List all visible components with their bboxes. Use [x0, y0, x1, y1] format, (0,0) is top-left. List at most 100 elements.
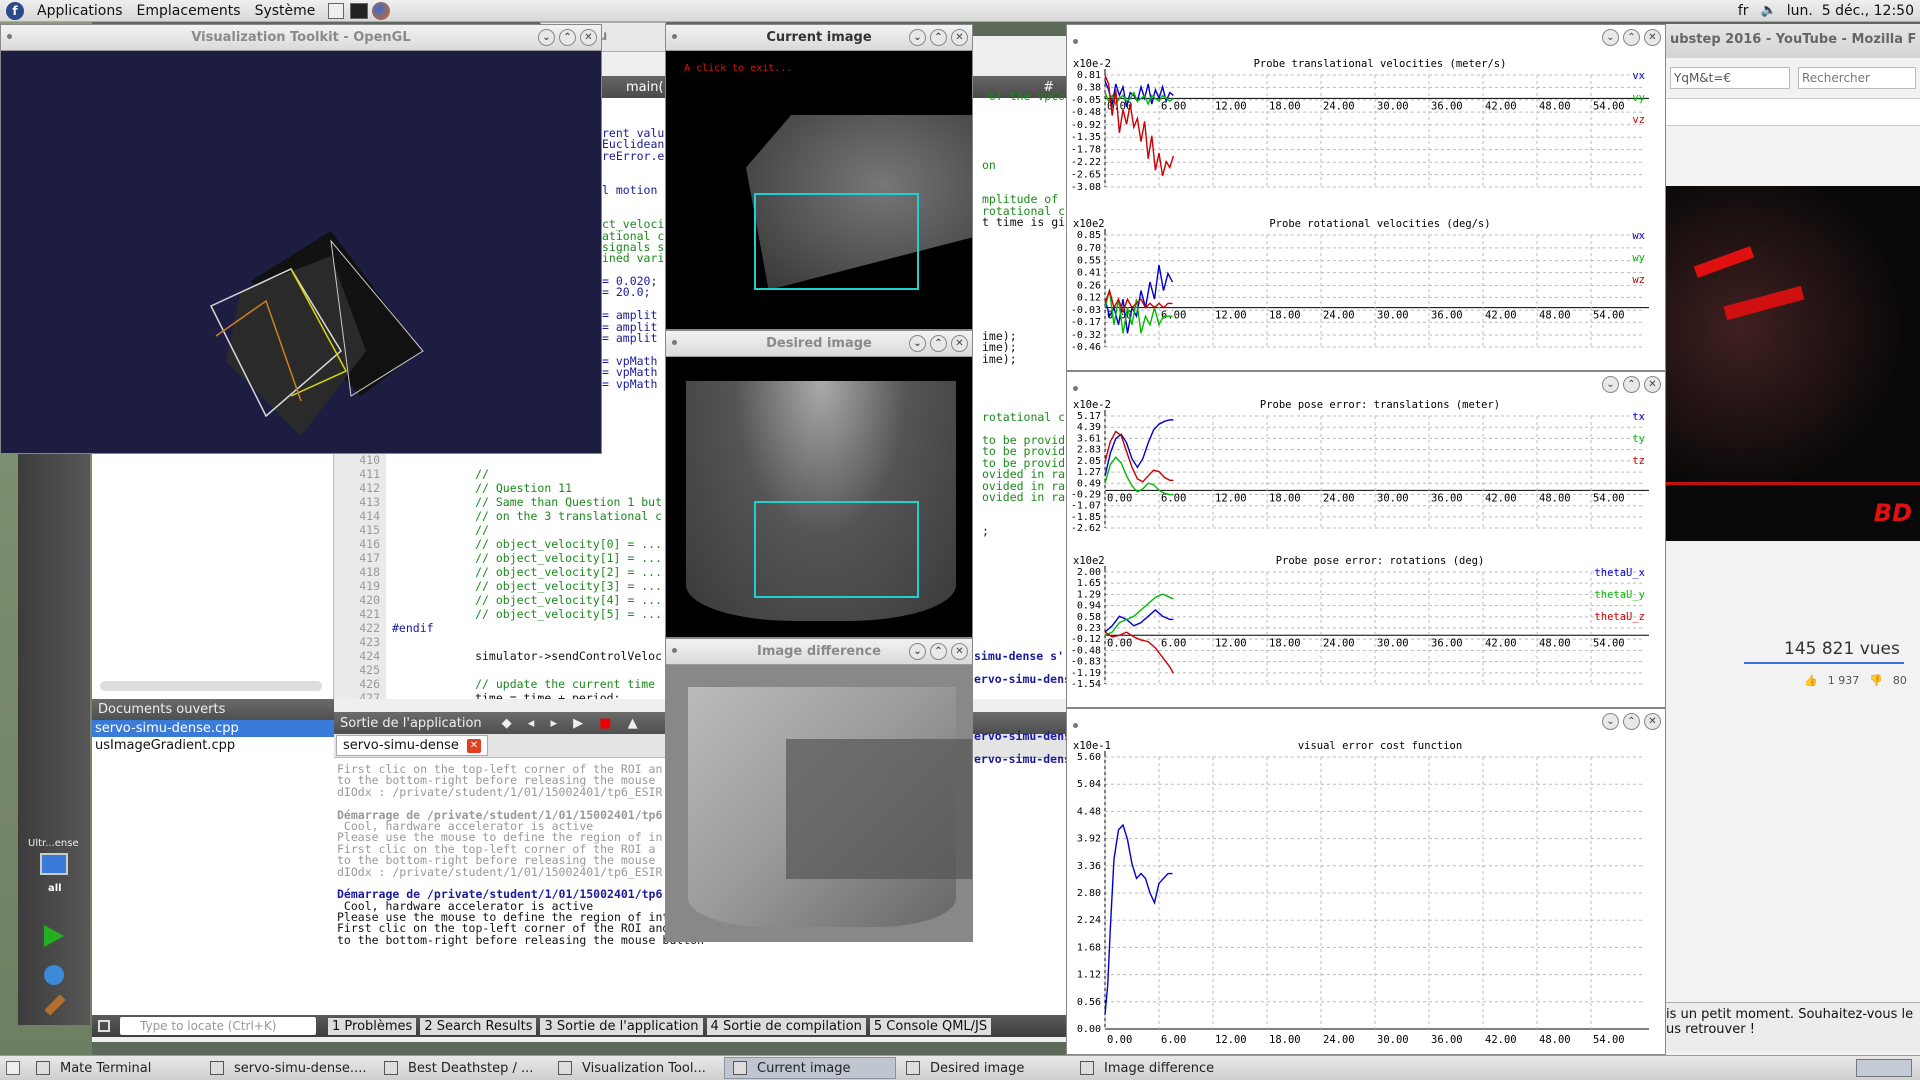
- output-toolbar-icons[interactable]: ◆ ◂ ▸ ▶ ■ ▲: [501, 715, 644, 731]
- y-tick-label: -1.07: [1071, 501, 1101, 512]
- taskbar-item-label: Current image: [757, 1060, 851, 1076]
- show-desktop-icon[interactable]: [6, 1061, 20, 1075]
- toggle-sidebar-icon[interactable]: [98, 1020, 110, 1032]
- menu-applications[interactable]: Applications: [37, 2, 123, 19]
- taskbar-item[interactable]: Image difference: [1072, 1057, 1244, 1079]
- taskbar-item[interactable]: Current image: [724, 1057, 896, 1079]
- menu-system[interactable]: Système: [254, 2, 316, 19]
- maximize-button[interactable]: ⌃: [1623, 713, 1640, 730]
- build-hammer-icon[interactable]: [44, 994, 66, 1016]
- search-bar[interactable]: Rechercher: [1798, 67, 1916, 89]
- minimize-button[interactable]: ⌄: [538, 29, 555, 46]
- code-line: [392, 663, 662, 677]
- run-icon[interactable]: [44, 925, 64, 947]
- code-line: = vpMath: [602, 376, 658, 391]
- dislike-icon[interactable]: 👎: [1869, 674, 1883, 687]
- terminal-icon[interactable]: [350, 2, 369, 19]
- minimize-button[interactable]: ⌄: [1602, 376, 1619, 393]
- close-button[interactable]: ✕: [951, 29, 968, 46]
- firefox-icon[interactable]: [372, 1, 391, 20]
- monitor-icon[interactable]: [40, 853, 68, 875]
- chart-title: visual error cost function: [1298, 740, 1462, 752]
- desired-image-titlebar[interactable]: Desired image ⌄ ⌃ ✕: [666, 331, 972, 357]
- minimize-button[interactable]: ⌄: [909, 29, 926, 46]
- maximize-button[interactable]: ⌃: [1623, 376, 1640, 393]
- y-tick-label: -1.54: [1071, 679, 1101, 690]
- minimize-button[interactable]: ⌄: [1602, 713, 1619, 730]
- code-line: //: [392, 467, 489, 481]
- maximize-button[interactable]: ⌃: [930, 29, 947, 46]
- chart-scale-label: x10e-2: [1073, 399, 1111, 411]
- x-tick-label: 36.00: [1431, 637, 1463, 649]
- x-tick-label: 30.00: [1377, 492, 1409, 504]
- output-tab[interactable]: servo-simu-dense ✕: [336, 735, 488, 756]
- maximize-button[interactable]: ⌃: [930, 335, 947, 352]
- url-bar[interactable]: YqM&t=€: [1670, 67, 1790, 89]
- close-tab-icon[interactable]: ✕: [466, 738, 481, 753]
- taskbar-item[interactable]: Best Deathstep / ...: [376, 1057, 548, 1079]
- statusbar-tab[interactable]: 2 Search Results: [420, 1017, 537, 1035]
- minimize-button[interactable]: ⌄: [909, 643, 926, 660]
- close-button[interactable]: ✕: [1644, 713, 1661, 730]
- vtk-titlebar[interactable]: Visualization Toolkit - OpenGL ⌄ ⌃ ✕: [1, 25, 601, 51]
- file-manager-icon[interactable]: [328, 2, 345, 19]
- y-tick-label: 5.17: [1077, 411, 1101, 422]
- volume-icon[interactable]: 🔈: [1760, 3, 1777, 18]
- minimize-button[interactable]: ⌄: [909, 335, 926, 352]
- x-tick-label: 18.00: [1269, 637, 1301, 649]
- like-icon[interactable]: 👍: [1804, 674, 1818, 687]
- statusbar-tab[interactable]: 3 Sortie de l'application: [540, 1017, 703, 1035]
- code-fragment: to be provid: [982, 433, 1066, 447]
- minimize-button[interactable]: ⌄: [1602, 29, 1619, 46]
- statusbar-tab[interactable]: 5 Console QML/JS: [869, 1017, 992, 1035]
- x-tick-label: 6.00: [1161, 637, 1186, 649]
- close-button[interactable]: ✕: [580, 29, 597, 46]
- code-line: // on the 3 translational c: [392, 509, 663, 523]
- y-tick-label: -0.12: [1071, 634, 1101, 645]
- x-tick-label: 12.00: [1215, 1034, 1247, 1046]
- keyboard-layout[interactable]: fr: [1737, 2, 1749, 19]
- locator-input[interactable]: Type to locate (Ctrl+K): [120, 1017, 316, 1035]
- close-button[interactable]: ✕: [951, 335, 968, 352]
- project-tree[interactable]: [92, 453, 334, 699]
- open-doc-item[interactable]: usImageGradient.cpp: [95, 738, 236, 753]
- vtk-3d-view[interactable]: [1, 51, 601, 453]
- taskbar-item-label: Best Deathstep / ...: [408, 1060, 534, 1076]
- code-line: // object_velocity[3] = ...: [392, 579, 663, 593]
- x-tick-label: 12.00: [1215, 492, 1247, 504]
- taskbar-item[interactable]: Mate Terminal: [28, 1057, 200, 1079]
- y-tick-label: -0.17: [1071, 317, 1101, 328]
- taskbar-item[interactable]: Desired image: [898, 1057, 1070, 1079]
- function-selector[interactable]: main(: [626, 79, 664, 95]
- ide-statusbar: Type to locate (Ctrl+K) 1 Problèmes 2 Se…: [92, 1015, 1066, 1037]
- firefox-titlebar[interactable]: ubstep 2016 - YouTube - Mozilla F: [1664, 24, 1920, 58]
- y-tick-label: 2.83: [1077, 445, 1101, 456]
- taskbar-item[interactable]: Visualization Tool...: [550, 1057, 722, 1079]
- taskbar-item[interactable]: servo-simu-dense....: [202, 1057, 374, 1079]
- open-doc-item[interactable]: servo-simu-dense.cpp: [92, 720, 334, 737]
- video-red-streak: [1693, 246, 1755, 278]
- close-button[interactable]: ✕: [1644, 29, 1661, 46]
- image-difference-titlebar[interactable]: Image difference ⌄ ⌃ ✕: [666, 639, 972, 665]
- fedora-logo-icon[interactable]: f: [6, 1, 24, 20]
- maximize-button[interactable]: ⌃: [1623, 29, 1640, 46]
- output-title: Sortie de l'application: [340, 715, 482, 731]
- statusbar-tab[interactable]: 4 Sortie de compilation: [706, 1017, 866, 1035]
- code-line: ined vari: [602, 251, 665, 266]
- series-line-wz: [1104, 288, 1173, 315]
- statusbar-tab[interactable]: 1 Problèmes: [328, 1017, 417, 1035]
- menu-places[interactable]: Emplacements: [136, 2, 241, 19]
- current-image-titlebar[interactable]: Current image ⌄ ⌃ ✕: [666, 25, 972, 51]
- maximize-button[interactable]: ⌃: [559, 29, 576, 46]
- workspace-switcher[interactable]: [1856, 1059, 1912, 1077]
- close-button[interactable]: ✕: [951, 643, 968, 660]
- youtube-video-player[interactable]: BD: [1664, 186, 1920, 541]
- tree-horizontal-scrollbar[interactable]: [100, 681, 322, 691]
- close-button[interactable]: ✕: [1644, 376, 1661, 393]
- maximize-button[interactable]: ⌃: [930, 643, 947, 660]
- clock[interactable]: lun. 5 déc., 12:50: [1786, 2, 1914, 19]
- line-number: 424: [359, 649, 380, 663]
- debug-run-icon[interactable]: [44, 965, 64, 985]
- split-button[interactable]: #: [1043, 79, 1054, 95]
- roi-rectangle: [754, 501, 919, 598]
